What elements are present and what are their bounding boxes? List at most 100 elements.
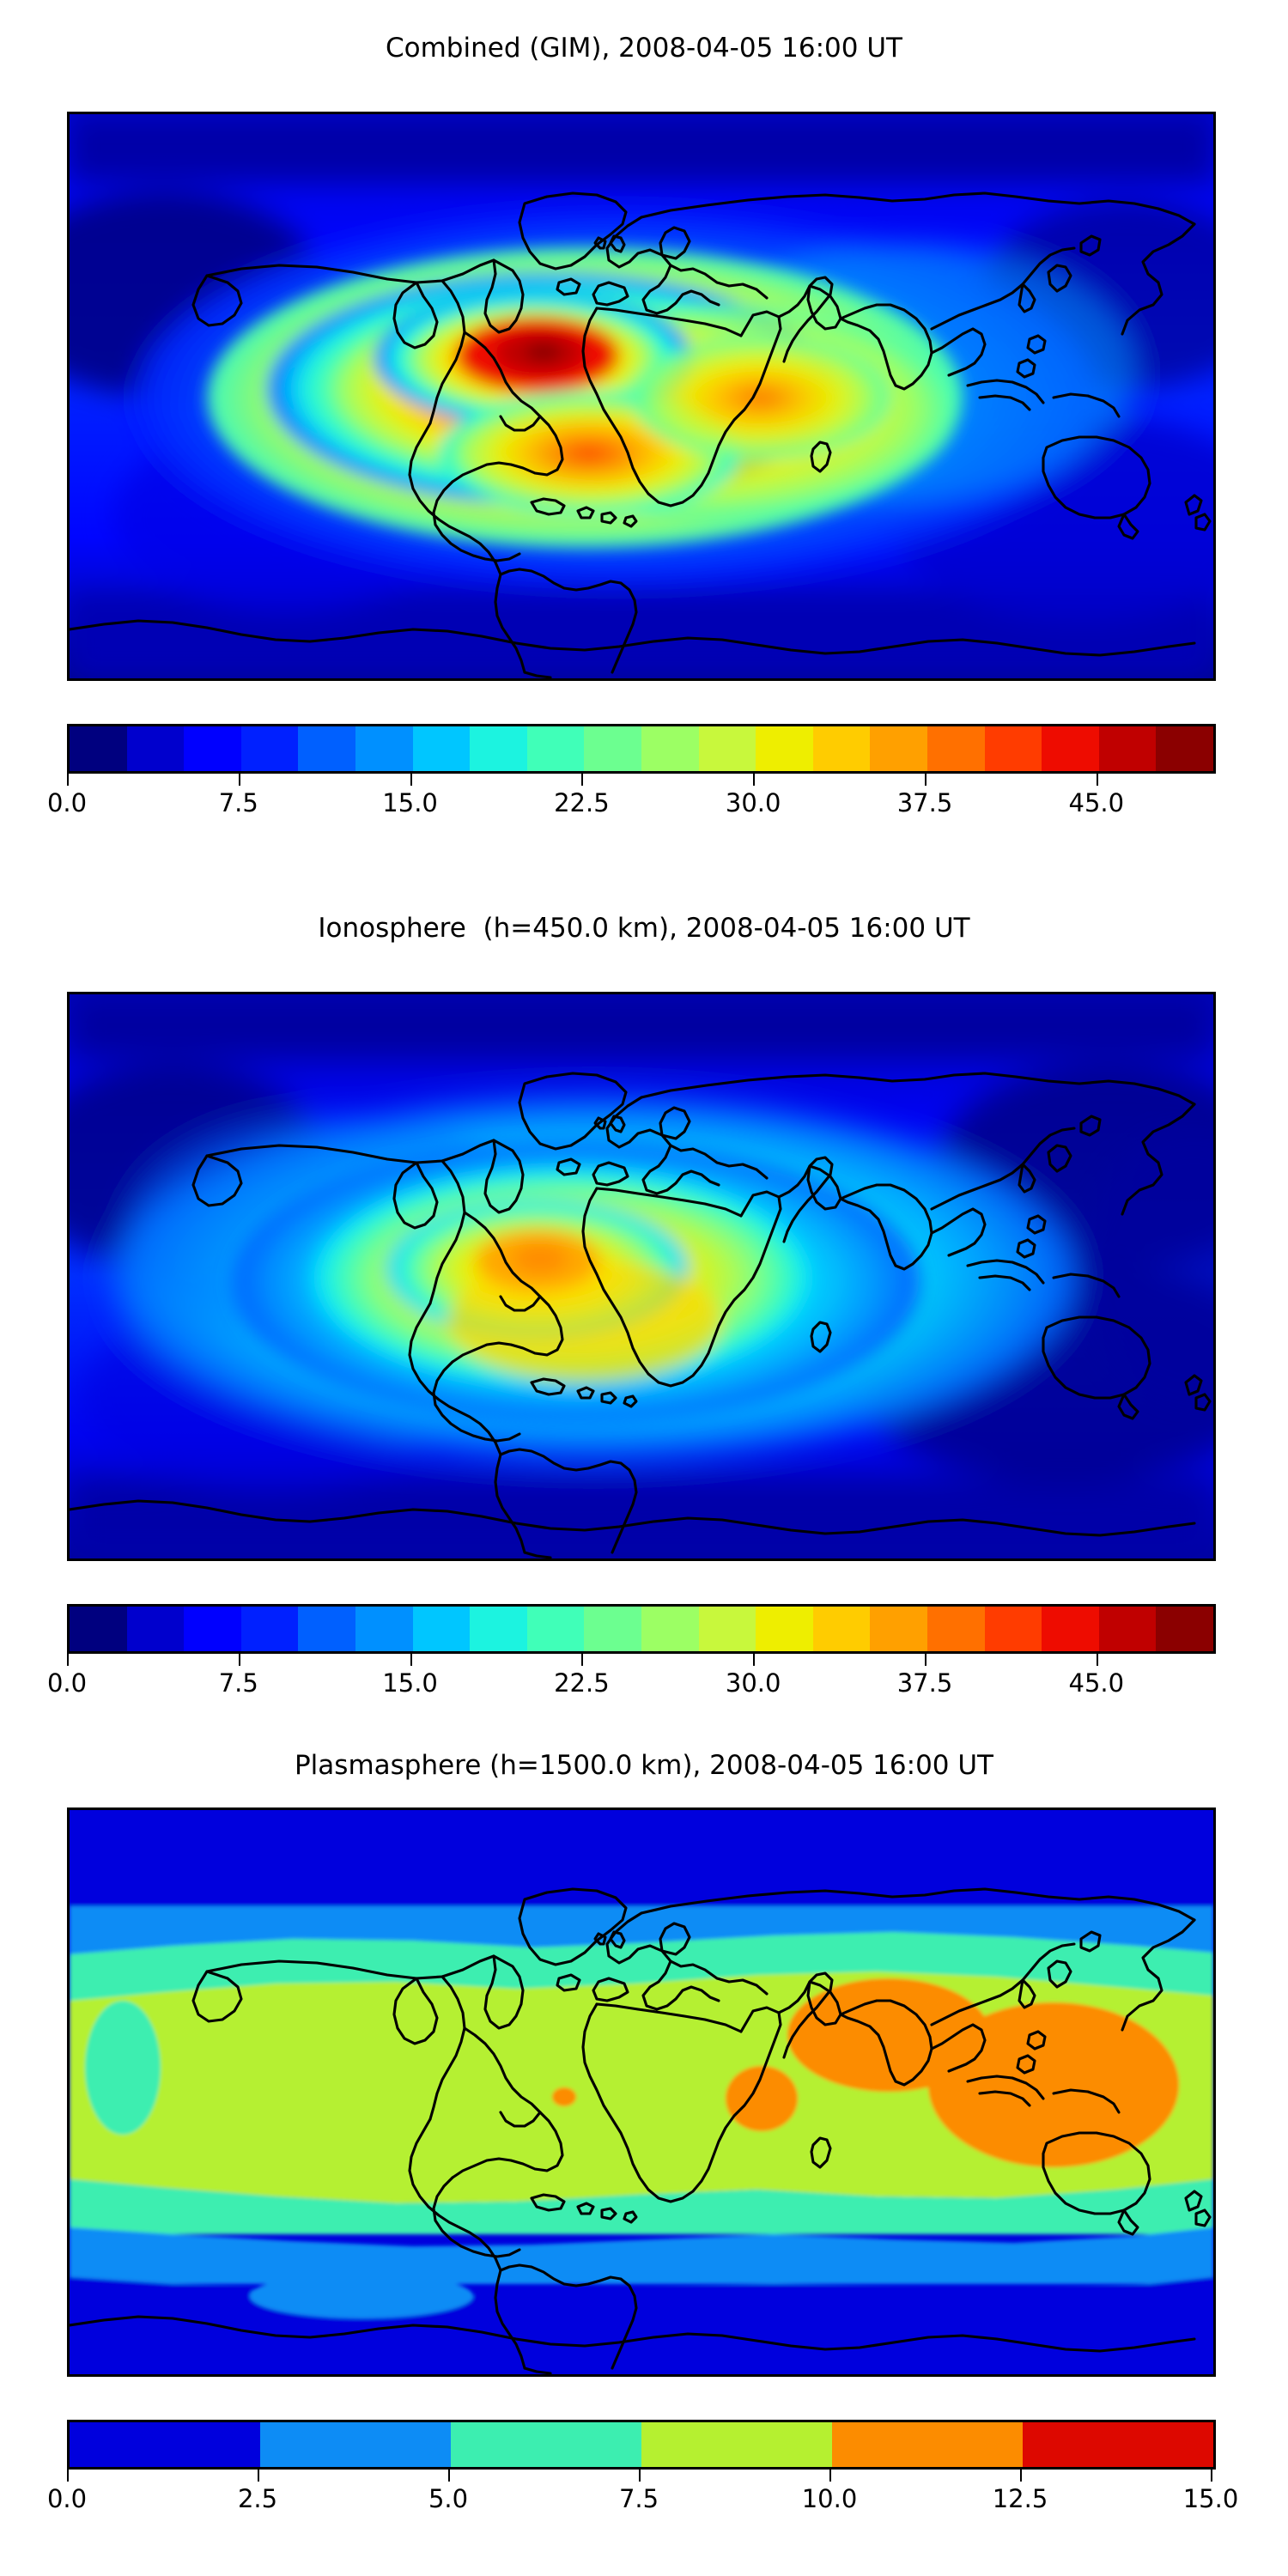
- colorbar-tick-label-5: 37.5: [896, 788, 953, 817]
- colorbar-swatch-4: [832, 2422, 1023, 2467]
- colorbar-swatch-5: [1023, 2422, 1213, 2467]
- colorbar-tick-label-5: 12.5: [992, 2484, 1048, 2513]
- colorbar-swatch-10: [641, 1607, 699, 1651]
- colorbar-tick-label-2: 15.0: [382, 788, 438, 817]
- colorbar-tick-3: [581, 774, 584, 786]
- colorbar-ionosphere: [67, 1604, 1216, 1654]
- colorbar-swatch-15: [927, 726, 985, 771]
- map-plasmasphere: [67, 1807, 1216, 2377]
- colorbar-swatch-8: [526, 726, 585, 771]
- colorbar-tick-label-4: 30.0: [725, 1668, 781, 1698]
- colorbar-cells-plasmasphere: [70, 2422, 1213, 2467]
- colorbar-swatch-5: [355, 726, 413, 771]
- colorbar-tick-3: [581, 1654, 584, 1666]
- colorbar-swatch-7: [470, 726, 527, 771]
- colorbar-swatch-8: [526, 1607, 585, 1651]
- colorbar-tick-label-2: 15.0: [382, 1668, 438, 1698]
- colorbar-swatch-1: [260, 2422, 451, 2467]
- colorbar-tick-4: [753, 774, 756, 786]
- colorbar-swatch-2: [184, 726, 241, 771]
- colorbar-swatch-18: [1098, 726, 1157, 771]
- colorbar-swatch-19: [1156, 1607, 1213, 1651]
- colorbar-swatch-2: [451, 2422, 641, 2467]
- map-svg-ionosphere: [70, 994, 1213, 1558]
- colorbar-tick-label-6: 45.0: [1068, 1668, 1125, 1698]
- colorbar-tick-label-4: 30.0: [725, 788, 781, 817]
- colorbar-swatch-1: [126, 1607, 185, 1651]
- colorbar-tick-label-5: 37.5: [896, 1668, 953, 1698]
- colorbar-tick-0: [67, 1654, 69, 1666]
- colorbar-swatch-6: [412, 726, 471, 771]
- colorbar-tick-5: [1020, 2470, 1022, 2482]
- panel-title-plasmasphere: Plasmasphere (h=1500.0 km), 2008-04-05 1…: [294, 1750, 993, 1781]
- colorbar-tick-2: [448, 2470, 450, 2482]
- colorbar-tick-0: [67, 774, 69, 786]
- colorbar-ticks-plasmasphere: [67, 2470, 1216, 2482]
- colorbar-swatch-0: [70, 726, 127, 771]
- colorbar-tick-1: [238, 774, 240, 786]
- colorbar-swatch-4: [298, 726, 355, 771]
- coastlines: [70, 1072, 1212, 1558]
- colorbar-tick-label-1: 2.5: [237, 2484, 278, 2513]
- colorbar-swatch-17: [1042, 726, 1099, 771]
- panel-combined-gim: Combined (GIM), 2008-04-05 16:00 UT: [0, 0, 1288, 859]
- colorbar-swatch-9: [584, 1607, 641, 1651]
- colorbar-tick-2: [410, 1654, 412, 1666]
- colorbar-ticks-ionosphere: [67, 1654, 1216, 1666]
- colorbar-swatch-4: [298, 1607, 355, 1651]
- colorbar-swatch-14: [870, 1607, 927, 1651]
- colorbar-tick-5: [925, 1654, 927, 1666]
- colorbar-swatch-19: [1156, 726, 1213, 771]
- colorbar-tick-label-3: 22.5: [554, 788, 610, 817]
- colorbar-swatch-0: [70, 1607, 127, 1651]
- colorbar-tick-label-1: 7.5: [218, 788, 258, 817]
- colorbar-tick-label-2: 5.0: [428, 2484, 469, 2513]
- colorbar-swatch-18: [1098, 1607, 1157, 1651]
- colorbar-swatch-13: [812, 726, 871, 771]
- colorbar-swatch-17: [1042, 1607, 1099, 1651]
- colorbar-tick-1: [238, 1654, 240, 1666]
- colorbar-swatch-9: [584, 726, 641, 771]
- panel-title-combined: Combined (GIM), 2008-04-05 16:00 UT: [386, 33, 902, 64]
- colorbar-swatch-6: [412, 1607, 471, 1651]
- colorbar-swatch-10: [641, 726, 699, 771]
- colorbar-swatch-3: [240, 1607, 299, 1651]
- colorbar-swatch-3: [641, 2422, 832, 2467]
- colorbar-tick-label-4: 10.0: [801, 2484, 858, 2513]
- colorbar-plasmasphere: [67, 2420, 1216, 2470]
- colorbar-swatch-15: [927, 1607, 985, 1651]
- colorbar-swatch-12: [756, 1607, 813, 1651]
- colorbar-tick-6: [1211, 2470, 1212, 2482]
- map-ionosphere: [67, 992, 1216, 1561]
- colorbar-swatch-12: [756, 726, 813, 771]
- colorbar-tick-label-1: 7.5: [218, 1668, 258, 1698]
- colorbar-combined: [67, 724, 1216, 774]
- panel-plasmasphere: Plasmasphere (h=1500.0 km), 2008-04-05 1…: [0, 1717, 1288, 2576]
- colorbar-tick-label-3: 7.5: [618, 2484, 659, 2513]
- map-svg-combined: [70, 114, 1213, 678]
- colorbar-swatch-1: [126, 726, 185, 771]
- colorbar-tick-label-0: 0.0: [46, 788, 88, 817]
- colorbar-swatch-11: [698, 1607, 756, 1651]
- colorbar-tick-2: [410, 774, 412, 786]
- coastlines: [70, 191, 1212, 678]
- colorbar-swatch-7: [470, 1607, 527, 1651]
- colorbar-labels-plasmasphere: 0.0 2.5 5.0 7.5 10.0 12.5 15.0: [0, 2484, 1288, 2520]
- colorbar-swatch-11: [698, 726, 756, 771]
- colorbar-ticks-combined: [67, 774, 1216, 786]
- colorbar-cells-combined: [70, 726, 1213, 771]
- colorbar-swatch-5: [355, 1607, 413, 1651]
- colorbar-swatch-0: [70, 2422, 260, 2467]
- coastlines: [70, 1887, 1212, 2374]
- colorbar-swatch-16: [984, 1607, 1042, 1651]
- colorbar-tick-label-3: 22.5: [554, 1668, 610, 1698]
- colorbar-tick-label-0: 0.0: [46, 1668, 88, 1698]
- colorbar-tick-label-0: 0.0: [46, 2484, 88, 2513]
- colorbar-tick-4: [829, 2470, 831, 2482]
- colorbar-tick-3: [639, 2470, 641, 2482]
- colorbar-swatch-3: [240, 726, 299, 771]
- colorbar-tick-4: [753, 1654, 756, 1666]
- colorbar-tick-6: [1096, 1654, 1098, 1666]
- colorbar-labels-ionosphere: 0.0 7.5 15.0 22.5 30.0 37.5 45.0: [0, 1668, 1288, 1704]
